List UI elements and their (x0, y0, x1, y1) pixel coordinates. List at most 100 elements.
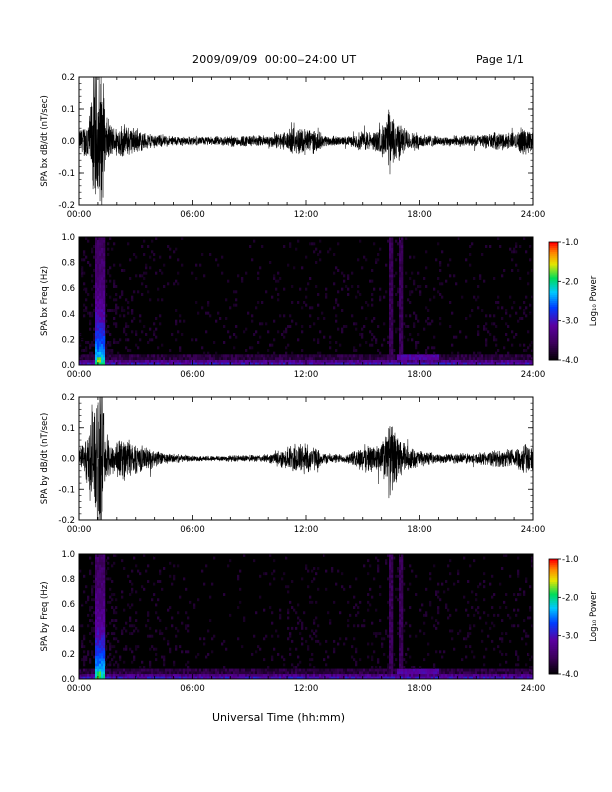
heatmap-cell (353, 346, 356, 350)
heatmap-cell (81, 639, 84, 643)
heatmap-cell (389, 590, 392, 594)
colorbar-swatch (549, 624, 558, 627)
heatmap-cell (431, 354, 434, 358)
heatmap-cell (141, 671, 144, 675)
heatmap-cell (139, 673, 142, 677)
heatmap-cell (383, 652, 386, 656)
heatmap-cell (225, 298, 228, 302)
colorbar-swatch (549, 635, 558, 638)
heatmap-cell (381, 673, 384, 677)
heatmap-cell (339, 362, 342, 366)
heatmap-cell (89, 319, 92, 323)
heatmap-cell (95, 245, 98, 248)
heatmap-cell (99, 293, 102, 296)
heatmap-cell (419, 671, 422, 675)
heatmap-cell (103, 668, 106, 672)
heatmap-cell (109, 341, 112, 344)
heatmap-cell (97, 593, 100, 596)
heatmap-cell (145, 357, 148, 360)
colorbar-swatch (549, 324, 558, 327)
heatmap-cell (309, 277, 312, 280)
heatmap-cell (497, 301, 500, 304)
heatmap-cell (399, 642, 402, 646)
heatmap-cell (107, 655, 110, 659)
heatmap-cell (455, 359, 458, 363)
heatmap-cell (257, 676, 260, 680)
heatmap-cell (289, 676, 292, 680)
heatmap-cell (93, 343, 96, 347)
heatmap-cell (87, 671, 90, 675)
heatmap-cell (435, 258, 438, 262)
heatmap-cell (445, 603, 448, 607)
heatmap-cell (303, 671, 306, 675)
heatmap-cell (399, 311, 402, 315)
heatmap-cell (113, 362, 116, 366)
heatmap-cell (107, 567, 110, 570)
heatmap-cell (473, 613, 476, 617)
heatmap-cell (509, 362, 512, 366)
heatmap-cell (85, 668, 88, 672)
heatmap-cell (493, 613, 496, 617)
heatmap-cell (295, 362, 298, 366)
heatmap-cell (113, 632, 116, 636)
heatmap-cell (399, 647, 402, 651)
heatmap-cell (127, 338, 130, 342)
heatmap-cell (427, 676, 430, 680)
colorbar-swatch (549, 585, 558, 589)
heatmap-cell (311, 354, 314, 358)
heatmap-cell (171, 359, 174, 363)
colorbar-swatch (549, 660, 558, 663)
heatmap-cell (393, 663, 396, 667)
heatmap-cell (413, 668, 416, 672)
heatmap-cell (131, 650, 134, 654)
heatmap-cell (341, 359, 344, 363)
heatmap-cell (309, 663, 312, 667)
heatmap-cell (515, 245, 518, 248)
heatmap-cell (389, 647, 392, 651)
heatmap-cell (95, 590, 98, 594)
heatmap-cell (329, 341, 332, 344)
colorbar-swatch (549, 620, 558, 623)
heatmap-cell (169, 349, 172, 352)
heatmap-cell (93, 335, 96, 339)
heatmap-cell (307, 354, 310, 358)
heatmap-cell (115, 676, 118, 680)
heatmap-cell (105, 351, 108, 355)
heatmap-cell (181, 671, 184, 675)
heatmap-cell (333, 253, 336, 256)
colorbar-frame (548, 558, 559, 675)
heatmap-cell (153, 330, 156, 334)
heatmap-cell (351, 357, 354, 360)
heatmap-cell (501, 676, 504, 680)
heatmap-cell (173, 282, 176, 286)
heatmap-cell (531, 556, 534, 560)
heatmap-cell (397, 626, 400, 630)
heatmap-cell (495, 354, 498, 358)
heatmap-cell (111, 354, 114, 358)
heatmap-cell (391, 585, 394, 589)
heatmap-cell (399, 626, 402, 630)
heatmap-cell (525, 634, 528, 638)
heatmap-cell (157, 580, 160, 583)
heatmap-cell (407, 671, 410, 675)
heatmap-cell (283, 663, 286, 667)
heatmap-cell (97, 298, 100, 302)
heatmap-cell (289, 359, 292, 363)
heatmap-cell (385, 632, 388, 636)
heatmap-cell (395, 293, 398, 296)
heatmap-cell (399, 637, 402, 641)
heatmap-cell (265, 354, 268, 358)
heatmap-cell (279, 357, 282, 360)
heatmap-cell (89, 357, 92, 360)
heatmap-cell (333, 676, 336, 680)
heatmap-cell (175, 671, 178, 675)
heatmap-cell (353, 357, 356, 360)
heatmap-cell (441, 668, 444, 672)
heatmap-cell (389, 603, 392, 607)
heatmap-cell (107, 354, 110, 358)
heatmap-cell (113, 554, 116, 557)
heatmap-cell (283, 245, 286, 248)
heatmap-cell (397, 354, 400, 358)
heatmap-cell (91, 357, 94, 360)
